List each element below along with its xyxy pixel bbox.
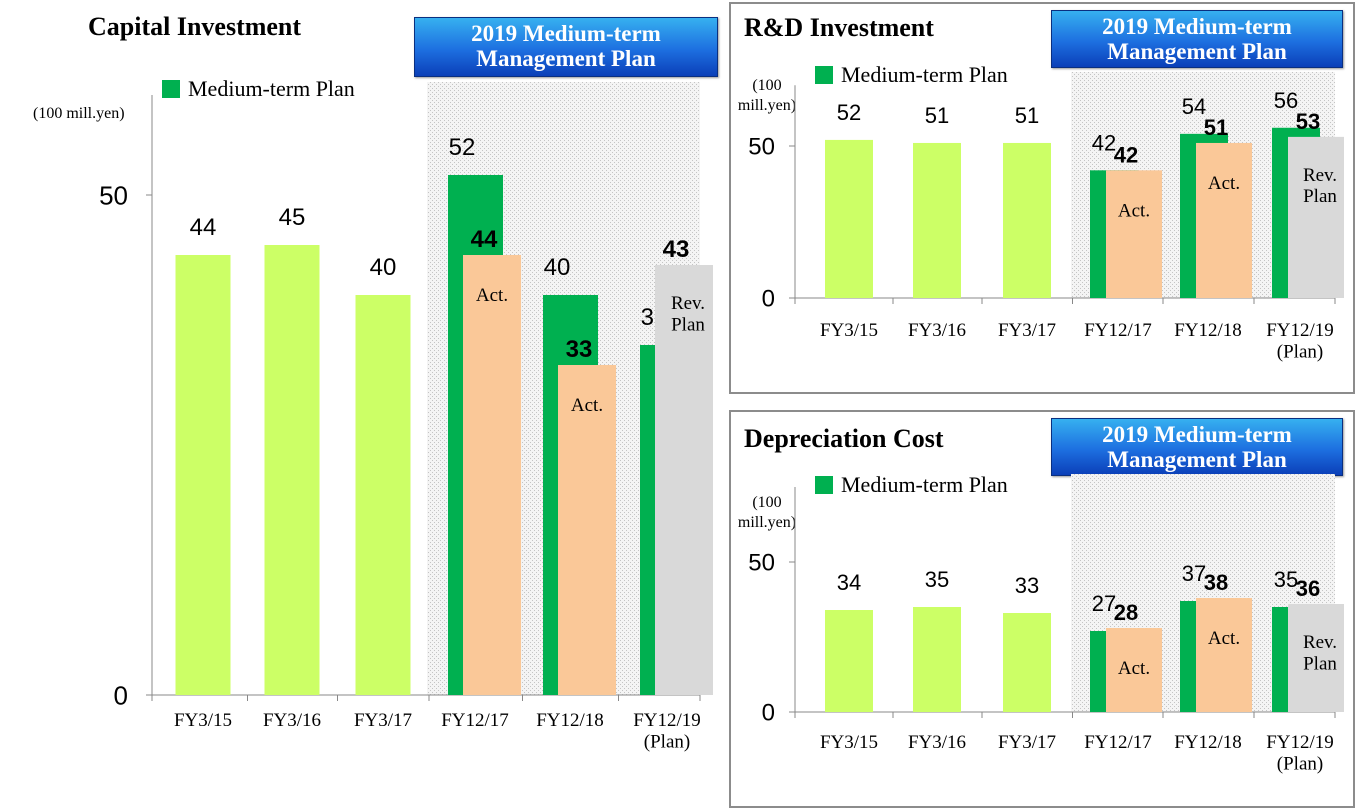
data-label-past: 35: [925, 567, 949, 592]
y-tick-label: 50: [748, 134, 775, 161]
x-category-label: FY3/16: [908, 320, 966, 341]
x-category-label: FY3/16: [263, 710, 321, 731]
bar-actual: [463, 255, 521, 695]
data-label-actual: 38: [1204, 570, 1228, 595]
bar-actual: [558, 365, 616, 695]
x-category-label: FY12/19 (Plan): [1266, 320, 1334, 362]
data-label-actual: 42: [1114, 142, 1138, 167]
data-label-plan: 52: [449, 134, 476, 161]
x-category-label: FY3/17: [998, 732, 1056, 753]
data-label-past: 45: [279, 204, 306, 231]
bar-past: [825, 139, 873, 298]
overlay-label-revised: Rev. Plan: [1303, 632, 1337, 674]
data-label-actual: 36: [1296, 576, 1320, 601]
x-category-label: FY3/15: [174, 710, 232, 731]
bar-past: [1003, 613, 1051, 712]
data-label-plan: 35: [1274, 567, 1298, 592]
overlay-label-actual: Act.: [1118, 658, 1150, 679]
rd-plan-badge: 2019 Medium-term Management Plan: [1051, 10, 1343, 68]
y-tick-label: 50: [748, 550, 775, 577]
data-label-past: 44: [190, 214, 217, 241]
data-label-plan: 42: [1092, 130, 1116, 155]
data-label-actual: 28: [1114, 600, 1138, 625]
bar-actual: [1196, 598, 1252, 712]
dep-panel-frame: [729, 410, 1355, 808]
bar-past: [913, 607, 961, 712]
x-category-label: FY3/16: [908, 732, 966, 753]
data-label-plan: 56: [1274, 88, 1298, 113]
bar-revised-plan: [1288, 136, 1344, 298]
overlay-label-actual: Act.: [1208, 173, 1240, 194]
dep-title: Depreciation Cost: [744, 424, 944, 453]
overlay-label-actual: Act.: [1208, 628, 1240, 649]
overlay-label-actual: Act.: [476, 285, 508, 306]
data-label-plan: 37: [1182, 561, 1206, 586]
y-tick-label: 0: [762, 286, 775, 313]
rd-title: R&D Investment: [744, 13, 934, 42]
dep-legend: Medium-term Plan: [815, 472, 1008, 498]
x-category-label: FY12/19 (Plan): [633, 710, 701, 752]
data-label-past: 40: [370, 254, 397, 281]
bar-actual: [1106, 628, 1162, 712]
bar-past: [264, 245, 320, 695]
overlay-label-revised: Rev. Plan: [1303, 165, 1337, 207]
x-category-label: FY12/18: [1174, 732, 1242, 753]
data-label-plan: 40: [544, 254, 571, 281]
x-category-label: FY3/15: [820, 732, 878, 753]
data-label-plan: 27: [1092, 591, 1116, 616]
bar-past: [1003, 142, 1051, 298]
data-label-actual: 53: [1296, 109, 1320, 134]
bar-past: [175, 255, 231, 695]
legend-swatch: [815, 66, 833, 84]
bar-past: [913, 142, 961, 298]
legend-label: Medium-term Plan: [841, 472, 1008, 497]
bar-past: [355, 295, 411, 695]
data-label-actual: 51: [1204, 115, 1228, 140]
rd-panel-frame: [729, 2, 1355, 394]
y-tick-label: 0: [114, 680, 128, 710]
x-category-label: FY12/18: [1174, 320, 1242, 341]
bar-revised-plan: [655, 265, 713, 695]
x-category-label: FY12/19 (Plan): [1266, 732, 1334, 774]
overlay-label-revised: Rev. Plan: [671, 293, 705, 335]
legend-swatch: [815, 476, 833, 494]
legend-swatch: [162, 80, 180, 98]
legend-label: Medium-term Plan: [188, 76, 355, 101]
data-label-past: 33: [1015, 573, 1039, 598]
x-category-label: FY3/17: [998, 320, 1056, 341]
bar-revised-plan: [1288, 604, 1344, 712]
data-label-past: 51: [925, 103, 949, 128]
rd-unit-label: (100 mill.yen): [737, 77, 797, 114]
data-label-past: 34: [837, 570, 861, 595]
capital-legend: Medium-term Plan: [162, 76, 355, 102]
bar-actual: [1196, 142, 1252, 298]
capital-plan-badge: 2019 Medium-term Management Plan: [414, 17, 718, 77]
y-tick-label: 0: [762, 700, 775, 727]
data-label-actual: 44: [471, 226, 498, 253]
capital-title: Capital Investment: [88, 12, 302, 41]
rd-legend: Medium-term Plan: [815, 62, 1008, 88]
x-category-label: FY3/17: [354, 710, 412, 731]
x-category-label: FY12/17: [1084, 320, 1152, 341]
bar-past: [825, 610, 873, 712]
data-label-past: 52: [837, 100, 861, 125]
x-category-label: FY12/17: [1084, 732, 1152, 753]
x-category-label: FY3/15: [820, 320, 878, 341]
legend-label: Medium-term Plan: [841, 62, 1008, 87]
data-label-past: 51: [1015, 103, 1039, 128]
y-tick-label: 50: [99, 180, 128, 210]
overlay-label-actual: Act.: [1118, 200, 1150, 221]
data-label-plan: 54: [1182, 94, 1206, 119]
x-category-label: FY12/18: [536, 710, 604, 731]
dep-unit-label: (100 mill.yen): [737, 494, 797, 531]
bar-actual: [1106, 170, 1162, 298]
x-category-label: FY12/17: [441, 710, 509, 731]
overlay-label-actual: Act.: [571, 395, 603, 416]
data-label-actual: 33: [566, 336, 593, 363]
data-label-actual: 43: [663, 236, 690, 263]
capital-unit-label: (100 mill.yen): [33, 105, 125, 122]
